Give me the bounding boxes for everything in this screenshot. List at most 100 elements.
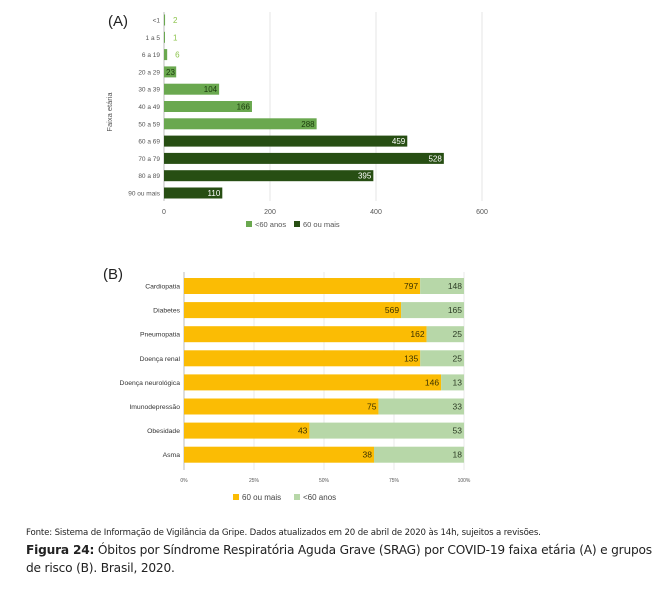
data-label-b-menos-60: 148	[448, 281, 462, 291]
bar-b-60-ou-mais	[184, 326, 427, 343]
bar-a	[164, 101, 252, 112]
legend-label-a: 60 ou mais	[303, 220, 340, 229]
bar-b-60-ou-mais	[184, 278, 421, 294]
bar-b-menos-60	[309, 422, 464, 439]
y-tick-label-a: 80 a 89	[138, 173, 160, 180]
data-label-a: 395	[358, 172, 372, 181]
y-tick-label-b: Imunodepressão	[129, 404, 180, 411]
y-tick-label-a: 60 a 69	[138, 139, 160, 146]
data-label-b-menos-60: 13	[453, 377, 463, 387]
bar-b-60-ou-mais	[184, 374, 442, 391]
data-label-b-60-ou-mais: 43	[298, 426, 308, 436]
y-tick-label-b: Diabetes	[153, 308, 180, 315]
bar-a	[164, 66, 177, 78]
bar-a	[164, 170, 374, 182]
data-label-b-60-ou-mais: 75	[367, 402, 377, 412]
y-tick-label-a: 6 a 19	[142, 52, 160, 59]
data-label-a: 459	[392, 137, 406, 146]
x-tick-label-b: 0%	[180, 478, 188, 484]
bar-b-60-ou-mais	[184, 398, 379, 415]
legend-swatch-b	[294, 494, 300, 500]
data-label-a: 110	[208, 189, 221, 198]
y-tick-label-a: 30 a 39	[138, 87, 160, 94]
bar-b-60-ou-mais	[184, 302, 402, 319]
legend-swatch-b	[233, 494, 239, 500]
bar-b-menos-60	[378, 398, 464, 415]
x-tick-label-a: 400	[370, 209, 382, 216]
bar-a	[164, 135, 408, 147]
data-label-b-menos-60: 53	[453, 426, 463, 436]
data-label-b-menos-60: 33	[453, 402, 463, 412]
data-label-b-menos-60: 25	[453, 353, 463, 363]
x-tick-label-b: 100%	[458, 478, 471, 484]
bar-b-menos-60	[426, 326, 464, 343]
bar-b-menos-60	[420, 278, 464, 294]
data-label-b-menos-60: 165	[448, 305, 462, 315]
data-label-a: 288	[301, 120, 315, 129]
x-tick-label-a: 600	[476, 209, 488, 216]
y-tick-label-a: 20 a 29	[138, 69, 160, 76]
x-tick-label-a: 0	[162, 209, 166, 216]
data-label-b-menos-60: 25	[453, 329, 463, 339]
legend-label-b: 60 ou mais	[242, 493, 281, 502]
bar-a	[164, 14, 166, 26]
y-tick-label-b: Obesidade	[147, 428, 180, 435]
y-tick-label-b: Cardiopatia	[145, 284, 180, 291]
y-tick-label-b: Pneumopatia	[140, 332, 180, 339]
x-tick-label-a: 200	[264, 209, 276, 216]
data-label-b-60-ou-mais: 135	[404, 353, 418, 363]
data-label-b-60-ou-mais: 797	[404, 281, 418, 291]
data-label-b-menos-60: 18	[453, 450, 463, 460]
bar-a	[164, 83, 220, 95]
data-label-b-60-ou-mais: 146	[425, 377, 439, 387]
legend-swatch-a	[246, 221, 252, 227]
data-label-b-60-ou-mais: 38	[363, 450, 373, 460]
figure-label: Figura 24:	[26, 543, 95, 557]
y-tick-label-b: Asma	[163, 452, 181, 459]
bar-a	[164, 152, 444, 164]
bar-a	[164, 49, 168, 61]
bar-a	[164, 31, 165, 43]
legend-swatch-a	[294, 221, 300, 227]
y-tick-label-a: 70 a 79	[138, 156, 160, 163]
y-axis-title-a: Faixa etária	[105, 92, 114, 132]
figure-caption-text: Óbitos por Síndrome Respiratória Aguda G…	[26, 543, 652, 575]
data-label-a: 2	[173, 16, 178, 25]
y-tick-label-a: 90 ou mais	[128, 191, 161, 198]
bar-b-60-ou-mais	[184, 446, 374, 463]
bar-b-60-ou-mais	[184, 350, 421, 367]
y-tick-label-b: Doença neurológica	[120, 380, 181, 387]
panel-label-a: (A)	[108, 13, 128, 30]
bar-b-menos-60	[420, 350, 464, 367]
data-label-a: 23	[166, 68, 175, 77]
bar-b-menos-60	[441, 374, 464, 391]
figure-caption: Figura 24: Óbitos por Síndrome Respirató…	[26, 541, 662, 577]
bar-a	[164, 187, 223, 199]
y-tick-label-a: 40 a 49	[138, 104, 160, 111]
data-label-b-60-ou-mais: 162	[410, 329, 424, 339]
legend-label-b: <60 anos	[303, 493, 336, 502]
x-tick-label-b: 25%	[249, 478, 260, 484]
bar-b-menos-60	[374, 446, 464, 463]
x-tick-label-b: 75%	[389, 478, 400, 484]
source-note: Fonte: Sistema de Informação de Vigilânc…	[26, 528, 541, 538]
data-label-a: 6	[175, 51, 180, 60]
bar-b-60-ou-mais	[184, 422, 310, 439]
data-label-a: 104	[204, 85, 218, 94]
x-tick-label-b: 50%	[319, 478, 330, 484]
data-label-a: 166	[237, 103, 251, 112]
y-tick-label-a: 1 a 5	[146, 35, 161, 42]
y-tick-label-a: 50 a 59	[138, 121, 160, 128]
chart-a: (A) 0 200 400 600 Faixa etária <1 2 1 a 5 1 6 a 19…	[105, 12, 488, 229]
data-label-a: 528	[428, 154, 442, 163]
legend-label-a: <60 anos	[255, 220, 286, 229]
y-tick-label-b: Doença renal	[140, 356, 181, 363]
y-tick-label-a: <1	[153, 18, 161, 25]
data-label-b-60-ou-mais: 569	[385, 305, 399, 315]
panel-label-b: (B)	[103, 266, 123, 283]
bar-b-menos-60	[401, 302, 464, 319]
chart-b: (B) 0% 25% 50% 75% 100% Cardiopatia 797 148 Diabe…	[103, 266, 471, 502]
data-label-a: 1	[173, 33, 178, 42]
bar-a	[164, 118, 317, 130]
